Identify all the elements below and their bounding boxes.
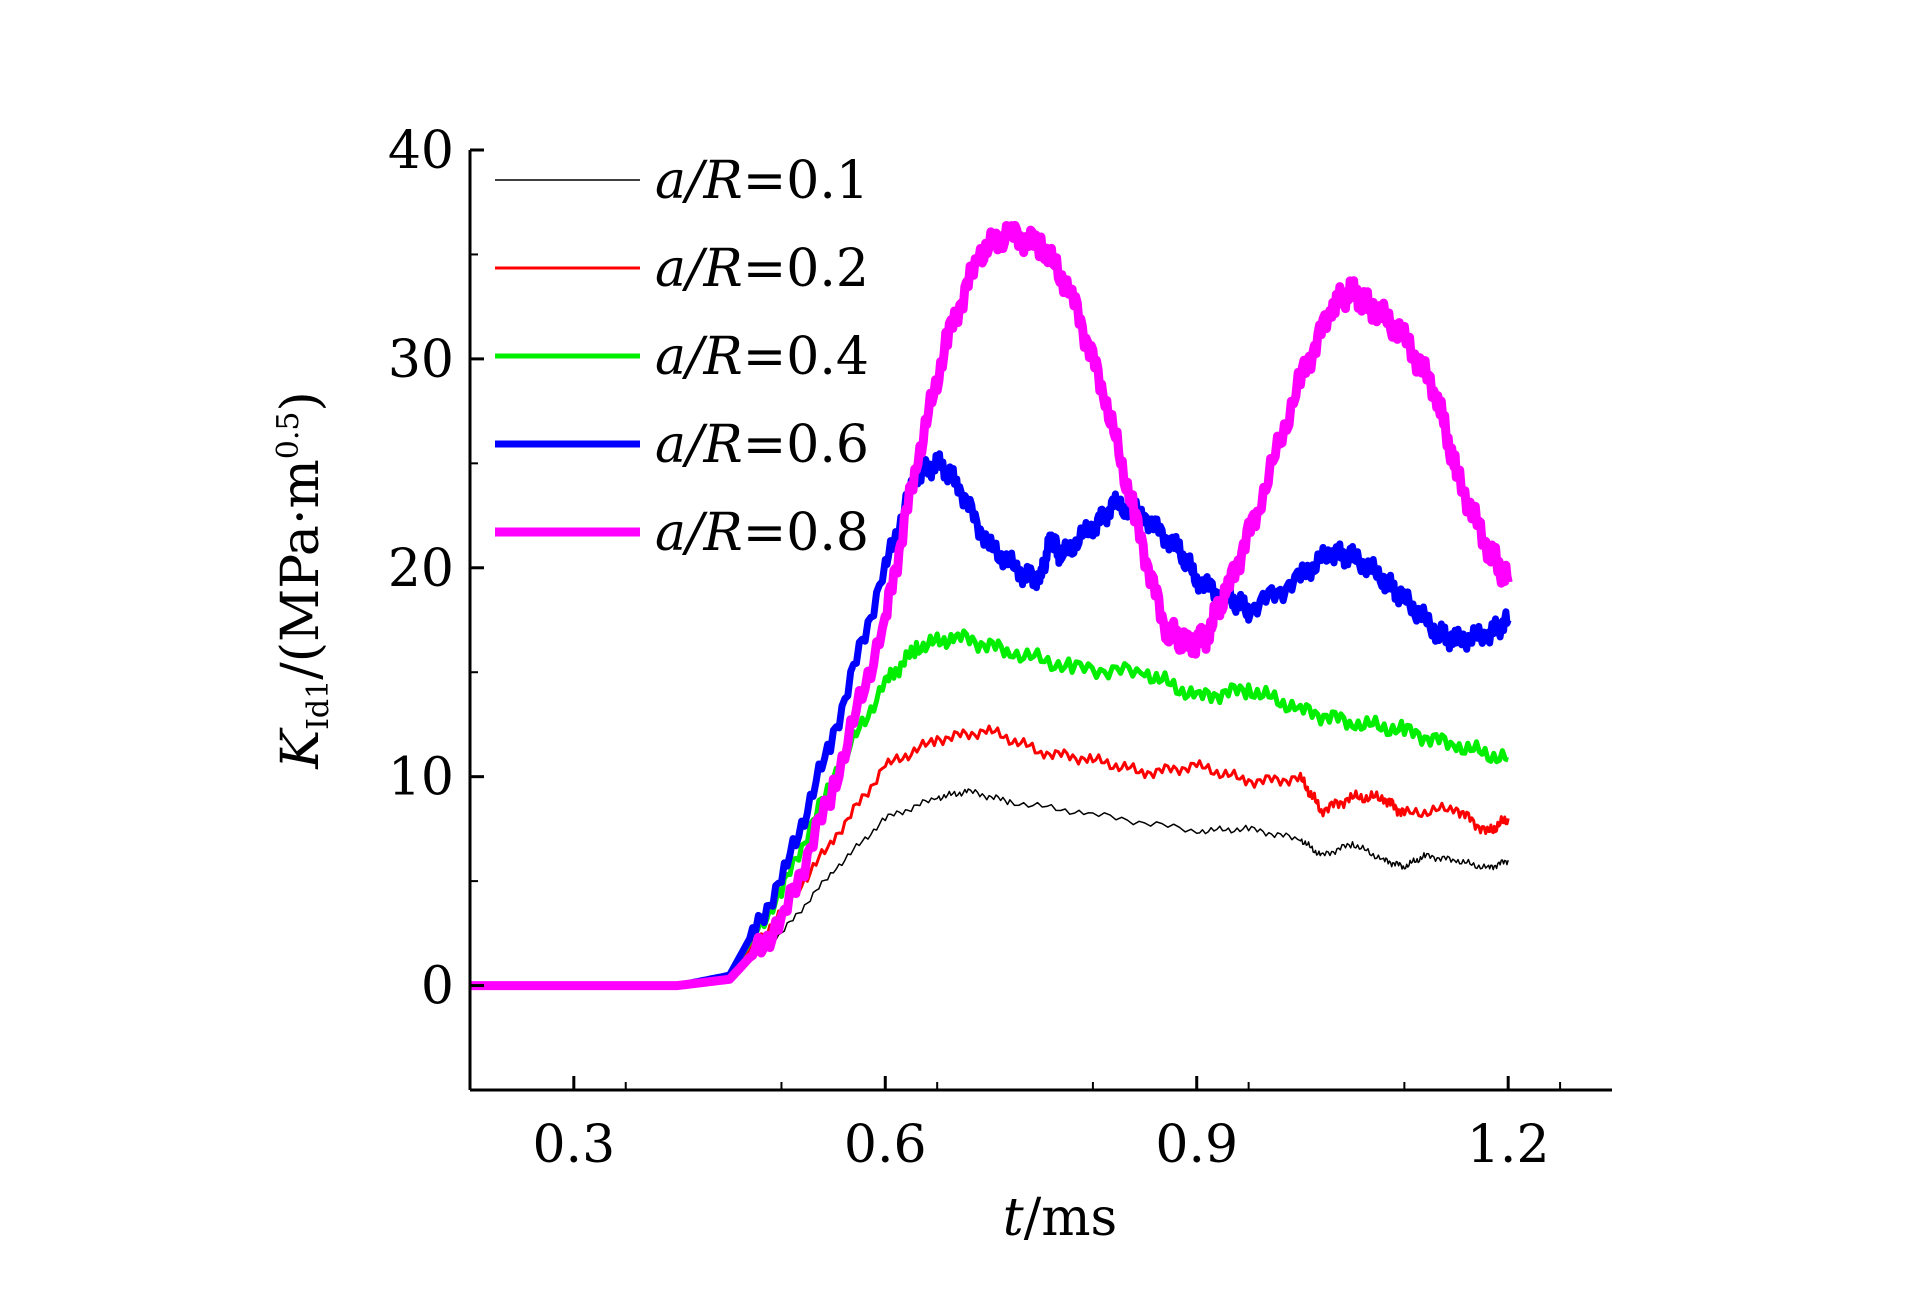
y-tick-label: 0 bbox=[421, 957, 454, 1017]
y-tick-label: 20 bbox=[388, 539, 454, 599]
y-axis-close: ) bbox=[271, 391, 331, 411]
series-line bbox=[470, 220, 1513, 991]
series-line bbox=[470, 450, 1512, 990]
x-tick-label: 1.2 bbox=[1467, 1115, 1550, 1175]
y-tick-label: 10 bbox=[388, 748, 454, 808]
x-axis-unit: /ms bbox=[1024, 1188, 1118, 1248]
y-axis-sub: Id1 bbox=[301, 680, 336, 730]
x-tick-label: 0.9 bbox=[1155, 1115, 1238, 1175]
legend-label: a/R=0.4 bbox=[655, 327, 869, 387]
series-line bbox=[470, 628, 1510, 989]
y-axis-var: K bbox=[271, 727, 331, 770]
x-tick-label: 0.3 bbox=[532, 1115, 615, 1175]
x-tick-label: 0.6 bbox=[844, 1115, 927, 1175]
series-layer bbox=[470, 220, 1513, 991]
series-line bbox=[470, 788, 1509, 987]
y-axis-title: KId1/(MPa·m0.5) bbox=[271, 391, 336, 770]
x-axis-title: t/ms bbox=[1003, 1188, 1117, 1248]
y-tick-label: 40 bbox=[388, 121, 454, 181]
legend-label: a/R=0.8 bbox=[655, 503, 869, 563]
legend: a/R=0.1 a/R=0.2 a/R=0.4 a/R=0.6 a/R=0.8 bbox=[495, 151, 869, 563]
series-line bbox=[470, 724, 1510, 988]
axes bbox=[468, 150, 1612, 1092]
legend-label: a/R=0.1 bbox=[655, 151, 869, 211]
ticks: 0.3 0.6 0.9 1.2 0 10 20 30 40 bbox=[388, 121, 1562, 1175]
x-axis-var: t bbox=[1003, 1188, 1024, 1248]
y-axis-unit: /(MPa·m bbox=[271, 459, 331, 680]
y-tick-label: 30 bbox=[388, 330, 454, 390]
y-axis-sup: 0.5 bbox=[271, 412, 306, 460]
legend-label: a/R=0.2 bbox=[655, 239, 869, 299]
legend-label: a/R=0.6 bbox=[655, 415, 869, 475]
